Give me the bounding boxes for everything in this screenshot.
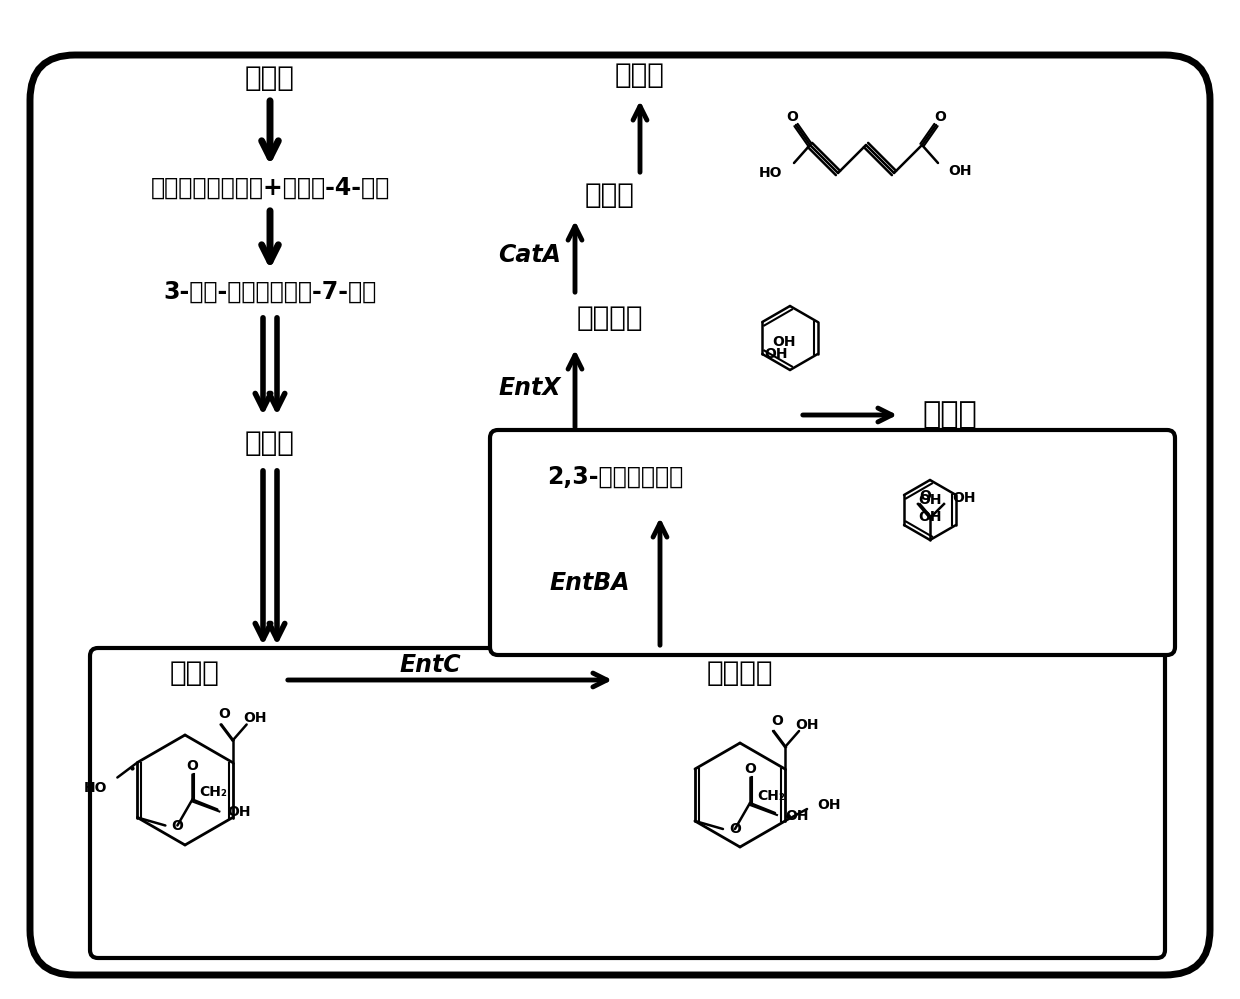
Text: O: O <box>729 822 740 836</box>
Text: 肠菌素: 肠菌素 <box>923 401 977 430</box>
Text: OH: OH <box>952 491 976 505</box>
Text: 粘康酸: 粘康酸 <box>615 61 665 89</box>
Text: CH₂: CH₂ <box>756 789 785 803</box>
Text: OH: OH <box>765 347 787 361</box>
Text: O: O <box>786 110 797 124</box>
Text: HO: HO <box>759 166 782 180</box>
Text: OH: OH <box>773 335 796 349</box>
Text: 磷酸烯醇式丙酮酸+赤藓糖-4-磷酸: 磷酸烯醇式丙酮酸+赤藓糖-4-磷酸 <box>150 176 389 200</box>
Text: 2,3-二羟基苯甲酸: 2,3-二羟基苯甲酸 <box>547 465 683 489</box>
Text: OH: OH <box>918 493 941 507</box>
Text: OH: OH <box>795 718 818 732</box>
FancyBboxPatch shape <box>30 55 1210 975</box>
Text: O: O <box>919 489 931 503</box>
Text: 分支酸: 分支酸 <box>170 659 219 687</box>
Text: OH: OH <box>243 711 267 725</box>
Text: EntBA: EntBA <box>549 571 630 595</box>
Text: O: O <box>186 758 198 772</box>
Text: OH: OH <box>785 809 808 823</box>
Text: OH: OH <box>918 510 941 524</box>
Text: O: O <box>218 707 231 721</box>
Text: EntC: EntC <box>399 653 461 677</box>
FancyBboxPatch shape <box>91 648 1166 958</box>
Text: CH₂: CH₂ <box>200 785 227 799</box>
Text: OH: OH <box>227 805 250 819</box>
Text: HO: HO <box>84 780 108 794</box>
Text: 邻苯二酚: 邻苯二酚 <box>577 304 644 332</box>
Text: 葡萄糖: 葡萄糖 <box>246 64 295 92</box>
Text: CatA: CatA <box>498 243 562 267</box>
Text: EntX: EntX <box>498 376 562 400</box>
FancyBboxPatch shape <box>490 430 1176 655</box>
Text: 粘康酸: 粘康酸 <box>585 181 635 209</box>
Text: OH: OH <box>817 798 841 812</box>
Text: O: O <box>934 110 946 124</box>
Text: 莽草酸: 莽草酸 <box>246 429 295 457</box>
Text: 异分支酸: 异分支酸 <box>707 659 774 687</box>
Text: O: O <box>771 714 782 728</box>
Text: OH: OH <box>949 164 971 178</box>
Text: O: O <box>171 818 184 832</box>
Text: O: O <box>744 762 756 776</box>
Text: 3-脱氧-阿拉伯庚酮糖-7-磷酸: 3-脱氧-阿拉伯庚酮糖-7-磷酸 <box>164 280 377 304</box>
